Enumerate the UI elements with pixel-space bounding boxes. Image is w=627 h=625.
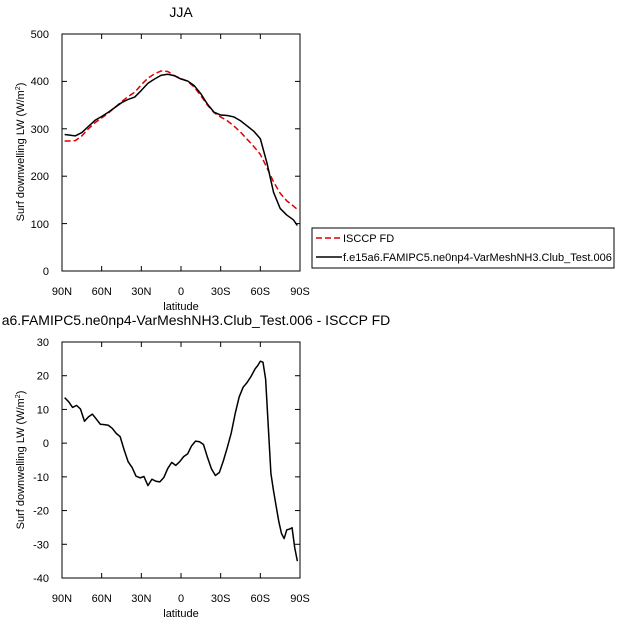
top-xtick-label-5: 60S	[251, 286, 271, 298]
bottom-xtick-label-1: 60N	[92, 593, 112, 605]
top-chart-series-layer	[64, 70, 298, 226]
bottom-xtick-label-6: 90S	[290, 593, 310, 605]
top-ytick-label-4: 400	[31, 76, 49, 88]
top-xtick-label-6: 90S	[290, 286, 310, 298]
top-ytick-label-3: 300	[31, 124, 49, 136]
bottom-xtick-label-2: 30N	[131, 593, 151, 605]
bottom-chart-title: a6.FAMIPC5.ne0np4-VarMeshNH3.Club_Test.0…	[2, 312, 391, 328]
top-ytick-label-5: 500	[31, 29, 49, 41]
top-xtick-label-2: 30N	[131, 286, 151, 298]
top-series-line-0	[64, 70, 298, 210]
top-xtick-label-0: 90N	[52, 286, 72, 298]
top-chart: JJA 0 100 200 300 400 500 90N 60N 30N 0 …	[15, 4, 310, 313]
top-chart-y-ticklabels: 0 100 200 300 400 500	[31, 29, 49, 278]
top-chart-ylabel: Surf downwelling LW (W/m2)	[15, 83, 27, 222]
bottom-ytick-label-2: -20	[33, 506, 49, 518]
bottom-chart-frame	[61, 341, 301, 579]
bottom-chart-series-layer	[64, 360, 299, 562]
bottom-ytick-label-5: 10	[37, 404, 49, 416]
legend-label-isccp: ISCCP FD	[343, 233, 394, 245]
top-chart-xlabel: latitude	[163, 301, 198, 313]
bottom-ytick-label-7: 30	[37, 337, 49, 349]
bottom-xtick-label-0: 90N	[52, 593, 72, 605]
bottom-ytick-label-4: 0	[43, 438, 49, 450]
legend-label-model: f.e15a6.FAMIPC5.ne0np4-VarMeshNH3.Club_T…	[343, 252, 612, 264]
top-ytick-label-2: 200	[31, 171, 49, 183]
bottom-ytick-label-0: -40	[33, 573, 49, 585]
legend-box	[311, 227, 615, 269]
bottom-chart-xlabel: latitude	[163, 608, 198, 620]
bottom-series-line-0	[64, 360, 299, 562]
legend: ISCCP FD f.e15a6.FAMIPC5.ne0np4-VarMeshN…	[311, 227, 615, 269]
top-chart-frame	[61, 33, 301, 272]
top-chart-x-ticklabels: 90N 60N 30N 0 30S 60S 90S	[52, 286, 310, 298]
top-xtick-label-4: 30S	[211, 286, 231, 298]
bottom-chart: a6.FAMIPC5.ne0np4-VarMeshNH3.Club_Test.0…	[2, 312, 391, 620]
top-chart-title: JJA	[169, 4, 193, 20]
bottom-xtick-label-4: 30S	[211, 593, 231, 605]
top-xtick-label-1: 60N	[92, 286, 112, 298]
bottom-chart-ylabel: Surf downwelling LW (W/m2)	[15, 391, 27, 530]
bottom-xtick-label-5: 60S	[251, 593, 271, 605]
top-ytick-label-0: 0	[43, 266, 49, 278]
bottom-chart-y-ticklabels: -40 -30 -20 -10 0 10 20 30	[33, 337, 49, 585]
bottom-ytick-label-1: -30	[33, 539, 49, 551]
bottom-chart-x-ticklabels: 90N 60N 30N 0 30S 60S 90S	[52, 593, 310, 605]
bottom-xtick-label-3: 0	[178, 593, 184, 605]
bottom-ytick-label-3: -10	[33, 472, 49, 484]
top-ytick-label-1: 100	[31, 219, 49, 231]
top-series-line-1	[64, 73, 298, 226]
bottom-ytick-label-6: 20	[37, 371, 49, 383]
top-xtick-label-3: 0	[178, 286, 184, 298]
